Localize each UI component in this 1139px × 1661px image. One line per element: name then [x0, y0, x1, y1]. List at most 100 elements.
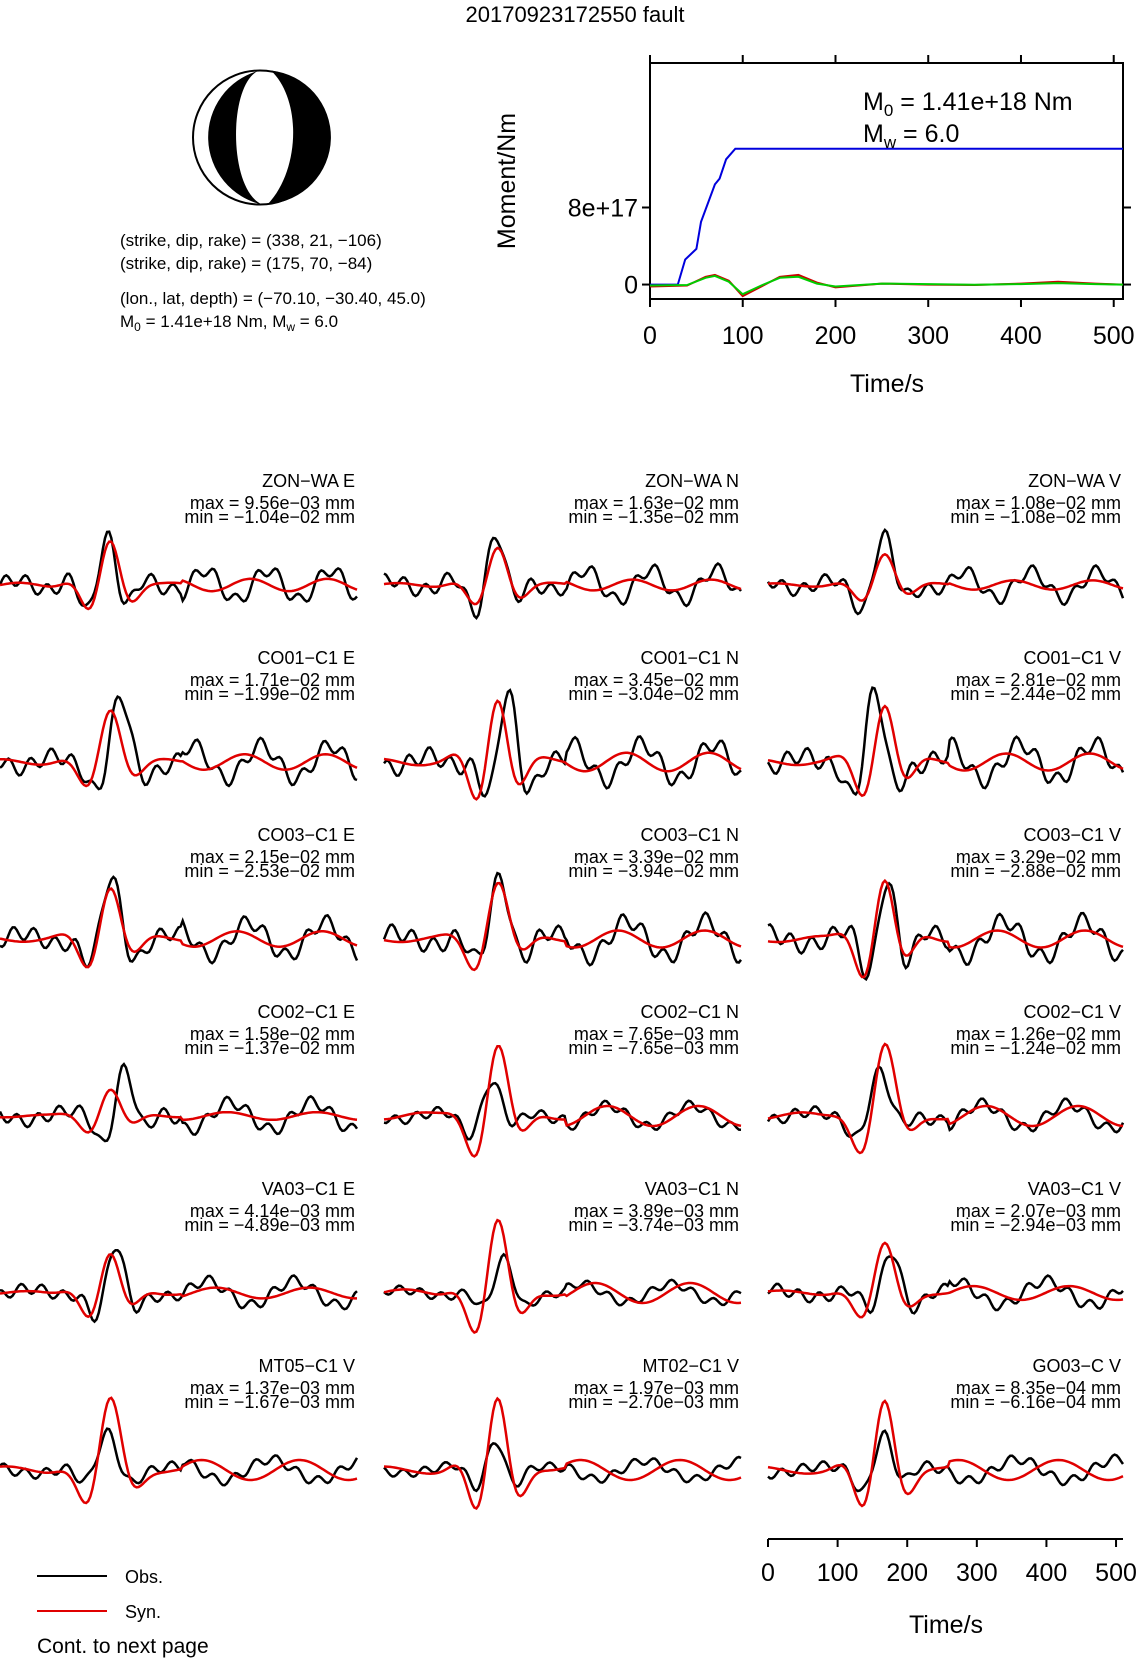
legend-obs-label: Obs.: [125, 1567, 163, 1587]
obs-trace: [383, 1081, 742, 1141]
trace-min: min = −2.53e−02 mm: [184, 861, 355, 881]
obs-trace: [383, 1442, 742, 1493]
moment-y-tick-label: 0: [624, 272, 638, 300]
trace-min: min = −6.16e−04 mm: [950, 1392, 1121, 1412]
station-label: CO02−C1 V: [1023, 1002, 1121, 1022]
footer-note: Cont. to next page: [37, 1635, 209, 1658]
station-label: CO01−C1 V: [1023, 648, 1121, 668]
moment-annotation-m0: M0 = 1.41e+18 Nm: [863, 88, 1073, 120]
mechanism-location: (lon., lat, depth) = (−70.10, −30.40, 45…: [120, 289, 426, 308]
obs-trace: [383, 536, 742, 620]
trace-max: max = 2.81e−02 mm: [956, 670, 1121, 690]
station-label: CO01−C1 N: [640, 648, 739, 668]
obs-trace: [0, 875, 359, 969]
moment-x-tick-label: 400: [1000, 322, 1042, 350]
obs-trace: [0, 1427, 359, 1487]
trace-min: min = −1.35e−02 mm: [568, 507, 739, 527]
obs-trace: [766, 528, 1125, 616]
trace-max: max = 1.97e−03 mm: [574, 1378, 739, 1398]
syn-trace: [767, 552, 1124, 602]
trace-min: min = −1.04e−02 mm: [184, 507, 355, 527]
station-label: VA03−C1 E: [262, 1179, 355, 1199]
trace-min: min = −1.24e−02 mm: [950, 1038, 1121, 1058]
trace-max: max = 1.71e−02 mm: [190, 670, 355, 690]
syn-trace: [767, 1241, 1124, 1319]
trace-max: max = 7.65e−03 mm: [574, 1024, 739, 1044]
trace-min: min = −1.37e−02 mm: [184, 1038, 355, 1058]
station-label: GO03−C V: [1032, 1356, 1121, 1376]
trace-min: min = −2.88e−02 mm: [950, 861, 1121, 881]
trace-max: max = 9.56e−03 mm: [190, 493, 355, 513]
trace-min: min = −2.44e−02 mm: [950, 684, 1121, 704]
waveform-x-label: Time/s: [909, 1611, 983, 1639]
syn-trace: [767, 704, 1124, 798]
station-label: CO03−C1 N: [640, 825, 739, 845]
station-label: ZON−WA N: [645, 471, 739, 491]
syn-trace: [0, 1252, 357, 1319]
obs-trace: [0, 1062, 359, 1143]
trace-max: max = 8.35e−04 mm: [956, 1378, 1121, 1398]
obs-trace: [383, 688, 742, 798]
trace-max: max = 2.15e−02 mm: [190, 847, 355, 867]
obs-trace: [767, 881, 1124, 982]
obs-trace: [766, 1064, 1125, 1138]
syn-trace: [767, 878, 1124, 979]
station-label: CO03−C1 E: [257, 825, 355, 845]
trace-min: min = −1.67e−03 mm: [184, 1392, 355, 1412]
legend-syn-label: Syn.: [125, 1602, 161, 1622]
waveform-x-tick-label: 400: [1026, 1559, 1068, 1587]
moment-y-label: Moment/Nm: [493, 113, 521, 249]
trace-min: min = −2.94e−03 mm: [950, 1215, 1121, 1235]
trace-min: min = −1.08e−02 mm: [950, 507, 1121, 527]
trace-max: max = 1.26e−02 mm: [956, 1024, 1121, 1044]
station-label: VA03−C1 V: [1028, 1179, 1121, 1199]
waveform-x-tick-label: 0: [761, 1559, 775, 1587]
station-label: CO03−C1 V: [1023, 825, 1121, 845]
moment-series-2: [649, 274, 1124, 296]
syn-trace: [767, 1042, 1124, 1155]
trace-max: max = 1.08e−02 mm: [956, 493, 1121, 513]
obs-trace: [0, 1249, 358, 1324]
trace-min: min = −7.65e−03 mm: [568, 1038, 739, 1058]
station-label: VA03−C1 N: [645, 1179, 739, 1199]
syn-trace: [383, 546, 742, 606]
obs-trace: [0, 695, 358, 791]
trace-max: max = 3.89e−03 mm: [574, 1201, 739, 1221]
obs-trace: [382, 871, 742, 967]
syn-trace: [383, 1218, 742, 1334]
moment-x-tick-label: 300: [907, 322, 949, 350]
syn-trace: [0, 1088, 358, 1134]
station-label: ZON−WA E: [262, 471, 355, 491]
syn-trace: [383, 1044, 742, 1158]
moment-annotation-mw: Mw = 6.0: [863, 120, 959, 152]
syn-trace: [0, 1396, 358, 1505]
moment-x-tick-label: 500: [1093, 322, 1135, 350]
mechanism-plane-2: (strike, dip, rake) = (175, 70, −84): [120, 254, 372, 273]
trace-max: max = 3.29e−02 mm: [956, 847, 1121, 867]
trace-min: min = −3.74e−03 mm: [568, 1215, 739, 1235]
trace-max: max = 1.58e−02 mm: [190, 1024, 355, 1044]
mechanism-plane-1: (strike, dip, rake) = (338, 21, −106): [120, 231, 382, 250]
trace-max: max = 4.14e−03 mm: [190, 1201, 355, 1221]
legend: Obs. Syn.: [37, 1567, 163, 1622]
mechanism-moment: M0 = 1.41e+18 Nm, Mw = 6.0: [120, 312, 338, 334]
trace-max: max = 2.07e−03 mm: [956, 1201, 1121, 1221]
station-label: ZON−WA V: [1028, 471, 1121, 491]
moment-x-tick-label: 100: [722, 322, 764, 350]
